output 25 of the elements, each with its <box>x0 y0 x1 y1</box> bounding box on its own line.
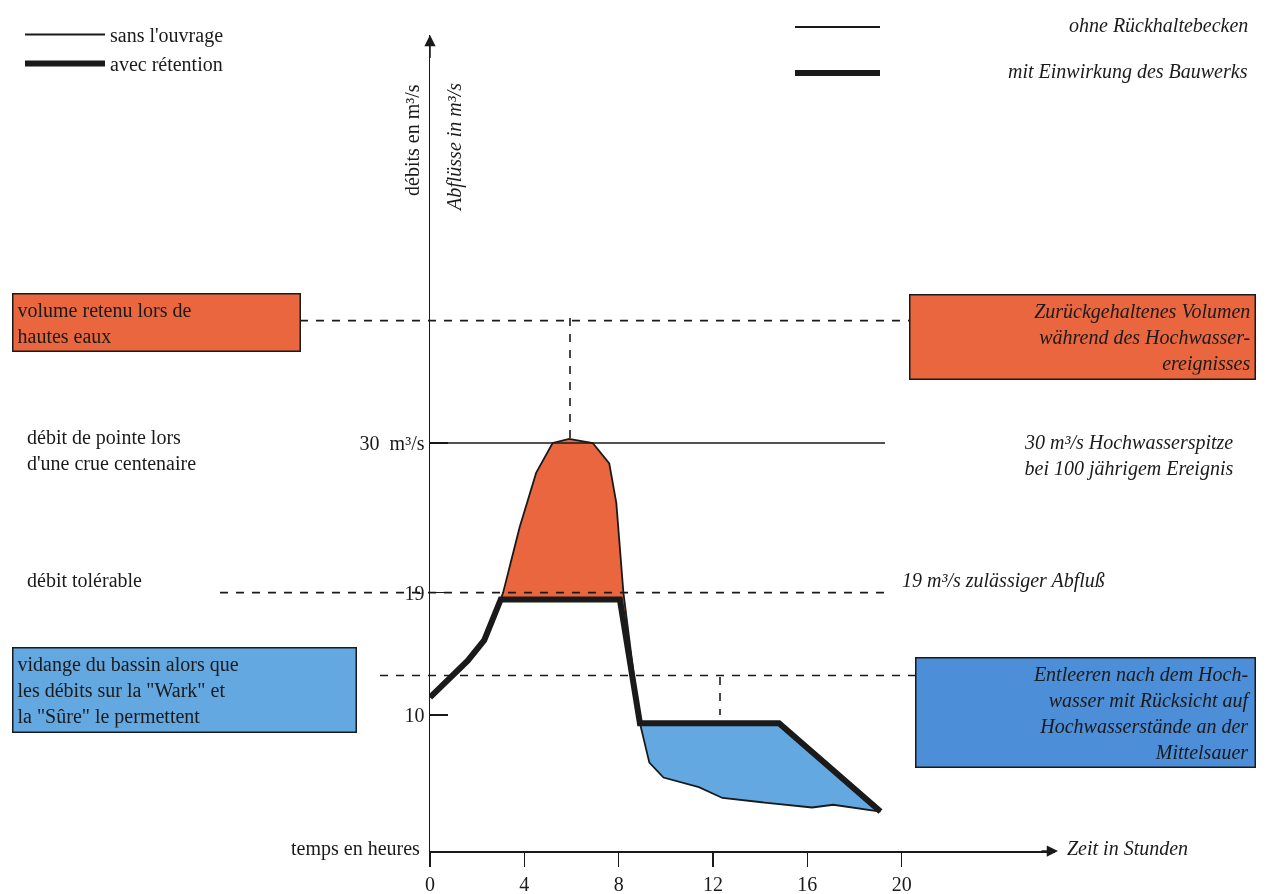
text: vidange du bassin alors que les débits sur la "Wark" et la "Sûre" le permettent <box>17 652 239 728</box>
y-tick-label: 30 m³/s <box>359 432 425 454</box>
x-axis-title: temps en heures <box>291 837 421 860</box>
text: Zeit in Stunden <box>1067 837 1189 859</box>
annotation: 30 m³/s Hochwasserspitze bei 100 jährigem Ereignis <box>1024 431 1234 480</box>
text: débit tolérable <box>27 569 143 591</box>
text: débit de pointe lors d'une crue centenaire <box>27 426 197 474</box>
legend-label: sans l'ouvrage <box>110 24 224 48</box>
x-tick-label: 0 <box>425 872 435 894</box>
x-tick-label: 16 <box>797 872 818 894</box>
x-tick-label: 4 <box>519 872 530 894</box>
y-tick-label: 10 <box>404 704 425 726</box>
annotation: 19 m³/s zulässiger Abfluß <box>902 569 1105 592</box>
annotation: mit Einwirkung des Bauwerks <box>1008 60 1248 83</box>
y-tick-label: 19 <box>404 581 425 604</box>
text: volume retenu lors de hautes eaux <box>17 298 192 347</box>
annotation: Entleeren nach dem Hoch- wasser mit Rücksicht auf Hochwasserstände an der Mittelsauer <box>1032 662 1251 763</box>
annotation: Abflüsse in m³/s <box>443 82 466 212</box>
y-axis-title: débits en m³/s <box>401 84 423 196</box>
annotation: Zurückgehaltenes Volumen während des Hochwasser- ereignisses <box>1034 299 1251 375</box>
text: ohne Rückhaltebecken <box>1069 14 1249 36</box>
x-tick-label: 8 <box>613 872 624 894</box>
legend-label: avec rétention <box>110 53 223 76</box>
x-tick-label: 20 <box>891 872 912 894</box>
x-tick-label: 12 <box>703 872 724 894</box>
